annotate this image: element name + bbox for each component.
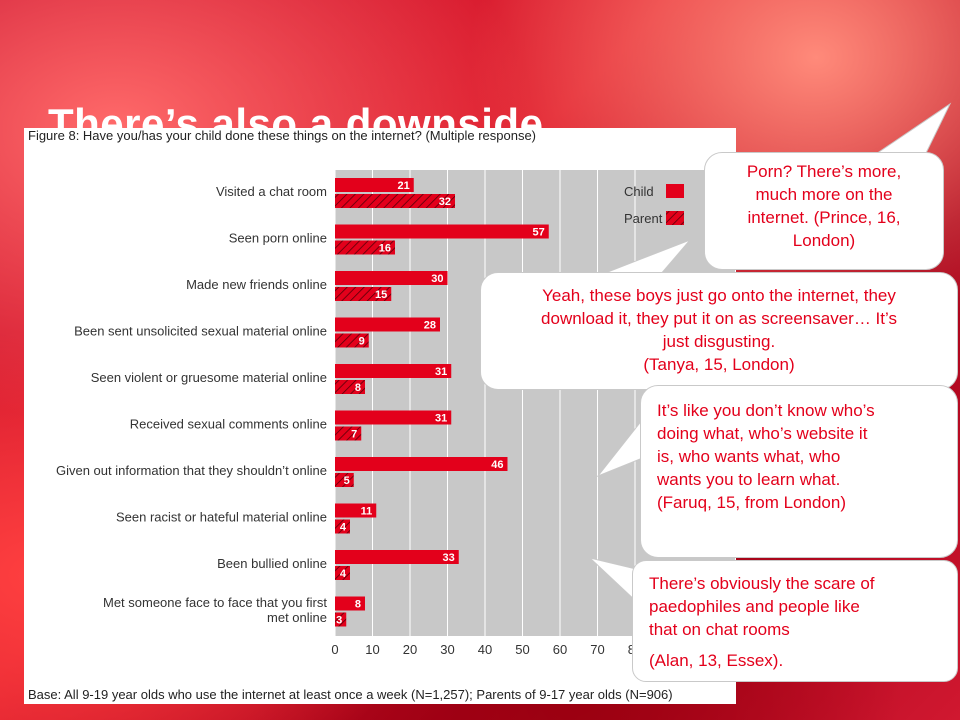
x-tick-label: 50	[515, 642, 529, 657]
data-label-child: 8	[355, 599, 361, 611]
bubble-line: wants you to learn what.	[657, 469, 841, 489]
category-label: Received sexual comments online	[130, 417, 327, 432]
x-tick-label: 40	[478, 642, 492, 657]
bar-child	[335, 457, 508, 471]
legend-swatch-parent	[666, 211, 684, 225]
bar-child	[335, 550, 459, 564]
bar-child	[335, 224, 549, 239]
bar-parent	[335, 380, 365, 394]
bar-parent	[335, 287, 392, 301]
bubble-line: is, who wants what, who	[657, 446, 841, 466]
x-tick-label: 10	[365, 642, 379, 657]
data-label-parent: 3	[336, 615, 342, 627]
bubble-line: There’s obviously the scare of	[649, 574, 875, 593]
data-label-child: 21	[398, 180, 410, 192]
category-label: met online	[267, 610, 327, 625]
bar-parent	[335, 426, 362, 441]
data-label-child: 28	[424, 320, 436, 332]
legend-swatch-child	[666, 184, 684, 198]
data-label-child: 57	[533, 227, 545, 239]
bar-child	[335, 317, 440, 332]
category-label: Met someone face to face that you first	[103, 595, 327, 610]
bar-parent	[335, 566, 350, 580]
category-label: Been bullied online	[217, 556, 327, 571]
data-label-parent: 15	[375, 289, 387, 301]
data-label-parent: 8	[355, 382, 361, 394]
figure-base-note: Base: All 9-19 year olds who use the int…	[28, 687, 673, 702]
speech-bubble-alan: There’s obviously the scare of paedophil…	[632, 560, 958, 682]
bubble-line: internet. (Prince, 16,	[747, 207, 901, 227]
bubble-line: It’s like you don’t know who’s	[657, 401, 875, 420]
data-label-child: 11	[361, 506, 373, 518]
bar-child	[335, 596, 365, 611]
data-label-child: 31	[435, 413, 447, 425]
data-label-parent: 32	[439, 196, 451, 208]
data-label-parent: 16	[379, 243, 391, 255]
category-label: Visited a chat room	[216, 184, 327, 199]
bar-parent	[335, 473, 354, 487]
category-label: Seen porn online	[229, 231, 327, 246]
data-label-child: 33	[443, 552, 455, 564]
category-label: Seen violent or gruesome material online	[91, 370, 327, 385]
bar-child	[335, 178, 414, 192]
bar-child	[335, 410, 452, 425]
x-tick-label: 20	[403, 642, 417, 657]
figure-caption: Figure 8: Have you/has your child done t…	[28, 128, 537, 143]
bubble-line: doing what, who’s website it	[657, 423, 868, 443]
data-label-child: 31	[435, 366, 447, 378]
data-label-parent: 5	[344, 475, 350, 487]
speech-bubble-tanya: Yeah, these boys just go onto the intern…	[480, 272, 958, 390]
x-tick-label: 30	[440, 642, 454, 657]
bubble-line: (Faruq, 15, from London)	[657, 492, 846, 512]
bar-child	[335, 503, 377, 518]
bar-parent	[335, 612, 347, 627]
bubble-line: that on chat rooms	[649, 619, 790, 639]
bar-parent	[335, 194, 455, 208]
bar-child	[335, 364, 452, 378]
speech-bubble-faruq: It’s like you don’t know who’s doing wha…	[640, 385, 958, 558]
bar-child	[335, 271, 448, 285]
bubble-line: (Alan, 13, Essex).	[649, 650, 784, 670]
x-tick-label: 70	[590, 642, 604, 657]
legend-label-child: Child	[624, 184, 654, 199]
bubble-line: paedophiles and people like	[649, 596, 860, 616]
category-label: Seen racist or hateful material online	[116, 510, 327, 525]
category-label: Given out information that they shouldn’…	[56, 463, 327, 478]
x-tick-label: 60	[553, 642, 567, 657]
legend-label-parent: Parent	[624, 211, 663, 226]
x-tick-label: 0	[331, 642, 338, 657]
bubble-line: Yeah, these boys just go onto the intern…	[542, 286, 896, 305]
bubble-line: just disgusting.	[662, 331, 776, 351]
data-label-child: 30	[431, 273, 443, 285]
bubble-line: download it, they put it on as screensav…	[541, 308, 897, 328]
bubble-line: (Tanya, 15, London)	[643, 354, 795, 374]
data-label-parent: 9	[359, 336, 365, 348]
bubble-line: much more on the	[755, 184, 893, 204]
bubble-line: Porn? There’s more,	[746, 162, 902, 181]
category-label: Made new friends online	[186, 277, 327, 292]
data-label-parent: 7	[351, 429, 357, 441]
bubble-line: London)	[792, 230, 856, 250]
category-label: Been sent unsolicited sexual material on…	[74, 324, 327, 339]
bar-parent	[335, 519, 350, 534]
bar-parent	[335, 333, 369, 348]
data-label-parent: 4	[340, 568, 347, 580]
bar-parent	[335, 240, 395, 255]
data-label-child: 46	[491, 459, 503, 471]
speech-bubble-prince: Porn? There’s more, much more on the int…	[704, 152, 944, 270]
data-label-parent: 4	[340, 522, 347, 534]
